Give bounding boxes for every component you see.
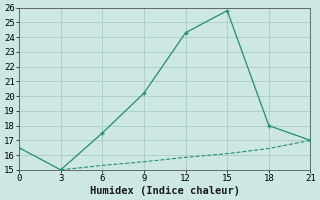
X-axis label: Humidex (Indice chaleur): Humidex (Indice chaleur) [90, 186, 240, 196]
